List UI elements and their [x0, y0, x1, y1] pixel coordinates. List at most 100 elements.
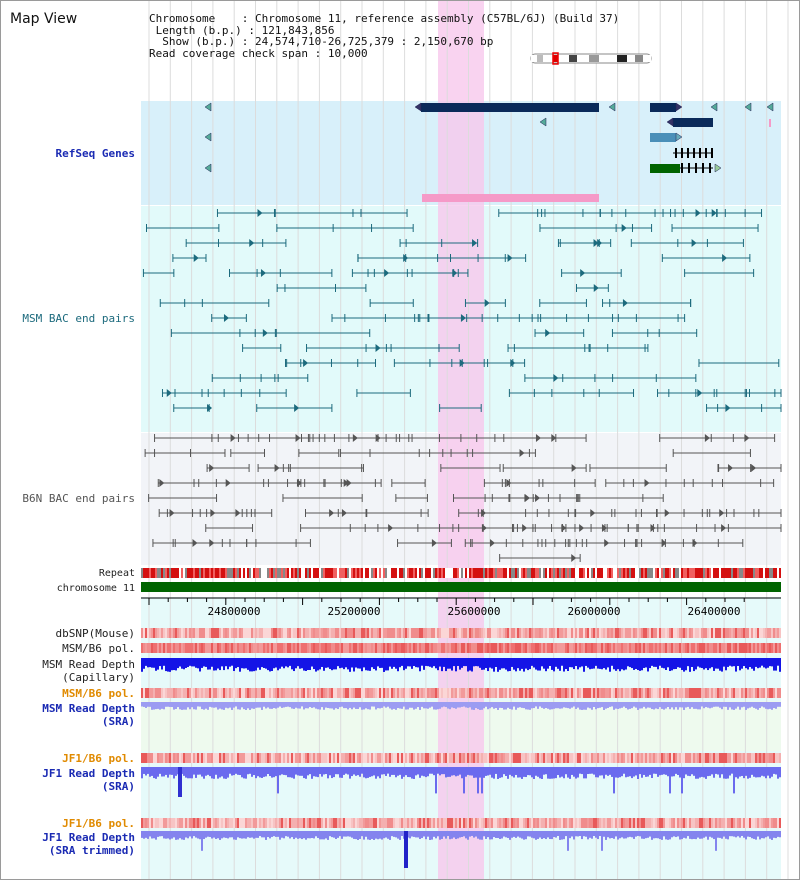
- msm-depth-sra-bar: [599, 702, 601, 708]
- msm-pol-heat-cell: [609, 643, 611, 653]
- jf1-pol-heat-cell: [731, 753, 733, 763]
- dbsnp-heat-cell: [243, 628, 245, 638]
- jf1-depth-sra-bar: [665, 767, 667, 775]
- repeat-feature: [613, 568, 615, 578]
- track-label-jf1-depth-sra[interactable]: JF1 Read Depth (SRA): [1, 767, 135, 793]
- jf1-pol-heat-cell: [321, 753, 323, 763]
- jf1-depth-sra-bar: [355, 767, 357, 776]
- jf1-pol-heat-cell: [331, 818, 333, 828]
- jf1-pol-heat-cell: [541, 753, 543, 763]
- dbsnp-heat-cell: [565, 628, 567, 638]
- dbsnp-heat-cell: [229, 628, 231, 638]
- track-label-msm-b6-pol-2[interactable]: MSM/B6 pol.: [62, 687, 135, 700]
- jf1-depth-trimmed-bar: [373, 831, 375, 840]
- jf1-pol-heat-cell: [191, 818, 193, 828]
- repeat-feature: [705, 568, 707, 578]
- jf1-pol-heat-cell: [325, 818, 327, 828]
- dbsnp-heat-cell: [421, 628, 423, 638]
- jf1-pol-heat-cell: [493, 753, 495, 763]
- msm-pol-heat-cell: [175, 643, 177, 653]
- repeat-feature: [261, 568, 263, 578]
- dbsnp-heat-cell: [699, 628, 701, 638]
- track-label-refseq[interactable]: RefSeq Genes: [55, 147, 135, 160]
- msm-pol-heat-cell: [187, 688, 189, 698]
- track-label-msm-b6-pol[interactable]: MSM/B6 pol.: [62, 642, 135, 655]
- jf1-pol-heat-cell: [387, 753, 389, 763]
- msm-pol-heat-cell: [487, 688, 489, 698]
- track-label-jf1-b6-pol[interactable]: JF1/B6 pol.: [62, 752, 135, 765]
- track-label-dbsnp[interactable]: dbSNP(Mouse): [55, 627, 135, 640]
- jf1-depth-sra-bar: [235, 767, 237, 774]
- jf1-depth-trimmed-bar: [707, 831, 709, 840]
- jf1-pol-heat-cell: [755, 753, 757, 763]
- msm-depth-sra-bar: [415, 702, 417, 709]
- msm-pol-heat-cell: [339, 643, 341, 653]
- jf1-pol-heat-cell: [433, 753, 435, 763]
- jf1-depth-sra-bar: [207, 767, 209, 775]
- msm-pol-heat-cell: [727, 643, 729, 653]
- jf1-pol-heat-cell: [171, 753, 173, 763]
- jf1-pol-heat-cell: [441, 753, 443, 763]
- track-label-jf1-b6-pol-2[interactable]: JF1/B6 pol.: [62, 817, 135, 830]
- repeat-feature: [777, 568, 779, 578]
- jf1-pol-heat-cell: [385, 818, 387, 828]
- dbsnp-heat-cell: [277, 628, 279, 638]
- jf1-depth-sra-bar: [525, 767, 527, 778]
- dbsnp-heat-cell: [359, 628, 361, 638]
- msm-depth-sra-bar: [523, 702, 525, 709]
- msm-pol-heat-cell: [197, 688, 199, 698]
- msm-pol-heat-cell: [653, 688, 655, 698]
- jf1-pol-heat-cell: [149, 753, 151, 763]
- jf1-pol-heat-cell: [589, 818, 591, 828]
- msm-pol-heat-cell: [645, 643, 647, 653]
- msm-depth-capillary-bar: [157, 658, 159, 670]
- msm-pol-heat-cell: [431, 688, 433, 698]
- jf1-pol-heat-cell: [325, 753, 327, 763]
- ideogram-band: [531, 55, 537, 62]
- jf1-depth-trimmed-bar: [281, 831, 283, 838]
- jf1-depth-trimmed-bar: [469, 831, 471, 837]
- msm-depth-capillary-bar: [589, 658, 591, 670]
- track-label-msm-depth-sra[interactable]: MSM Read Depth (SRA): [1, 702, 135, 728]
- dbsnp-heat-cell: [647, 628, 649, 638]
- msm-pol-heat-cell: [759, 643, 761, 653]
- track-label-msm-bac[interactable]: MSM BAC end pairs: [22, 312, 135, 325]
- track-label-b6n-bac[interactable]: B6N BAC end pairs: [22, 492, 135, 505]
- jf1-pol-heat-cell: [561, 818, 563, 828]
- msm-pol-heat-cell: [213, 643, 215, 653]
- jf1-depth-sra-bar: [317, 767, 319, 778]
- jf1-pol-heat-cell: [391, 818, 393, 828]
- jf1-pol-heat-cell: [643, 753, 645, 763]
- track-label-chromosome[interactable]: chromosome 11: [56, 583, 135, 594]
- track-label-jf1-depth-trimmed[interactable]: JF1 Read Depth (SRA trimmed): [1, 831, 135, 857]
- msm-depth-sra-bar: [379, 702, 381, 709]
- msm-pol-heat-cell: [589, 688, 591, 698]
- dbsnp-heat-cell: [425, 628, 427, 638]
- msm-depth-capillary-bar: [283, 658, 285, 669]
- msm-pol-heat-cell: [719, 643, 721, 653]
- repeat-feature: [501, 568, 503, 578]
- repeat-feature: [249, 568, 251, 578]
- msm-pol-heat-cell: [327, 688, 329, 698]
- msm-depth-sra-bar: [537, 702, 539, 709]
- dbsnp-heat-cell: [771, 628, 773, 638]
- track-label-msm-depth-capillary[interactable]: MSM Read Depth (Capillary): [1, 658, 135, 684]
- jf1-depth-sra-bar: [147, 767, 149, 774]
- dbsnp-heat-cell: [319, 628, 321, 638]
- jf1-depth-sra-bar: [167, 767, 169, 778]
- jf1-pol-heat-cell: [731, 818, 733, 828]
- msm-depth-sra-bar: [461, 702, 463, 707]
- jf1-pol-heat-cell: [197, 818, 199, 828]
- repeat-feature: [307, 568, 309, 578]
- track-label-repeat[interactable]: Repeat: [98, 568, 135, 579]
- msm-depth-capillary-bar: [611, 658, 613, 666]
- repeat-feature: [727, 568, 729, 578]
- dbsnp-heat-cell: [321, 628, 323, 638]
- msm-depth-sra-bar: [773, 702, 775, 709]
- repeat-feature: [397, 568, 399, 578]
- jf1-depth-sra-bar: [483, 767, 485, 778]
- dbsnp-heat-cell: [563, 628, 565, 638]
- jf1-depth-trimmed-bar: [225, 831, 227, 838]
- msm-depth-capillary-bar: [331, 658, 333, 671]
